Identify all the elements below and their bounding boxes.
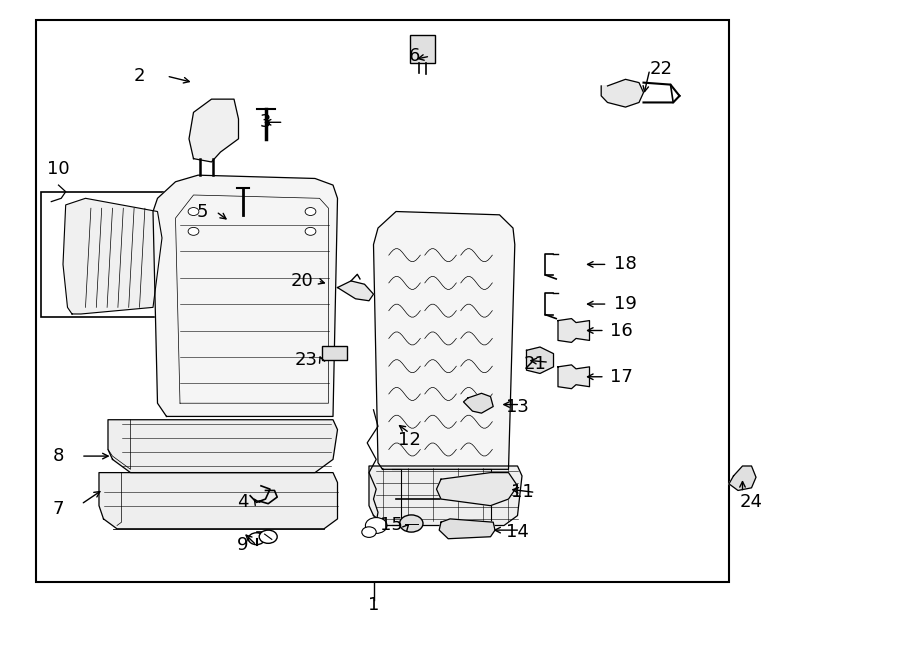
Polygon shape xyxy=(601,79,644,107)
Text: 6: 6 xyxy=(409,47,419,65)
Text: 5: 5 xyxy=(197,202,208,221)
Text: 4: 4 xyxy=(238,493,248,512)
Text: 19: 19 xyxy=(614,295,637,313)
Polygon shape xyxy=(338,281,374,301)
Text: 20: 20 xyxy=(290,272,313,290)
Circle shape xyxy=(305,227,316,235)
Polygon shape xyxy=(439,519,495,539)
Bar xyxy=(40,192,180,317)
Polygon shape xyxy=(464,393,493,413)
Text: 14: 14 xyxy=(506,523,529,541)
Polygon shape xyxy=(153,175,338,416)
Text: 22: 22 xyxy=(650,60,673,79)
Text: 11: 11 xyxy=(510,483,534,502)
Polygon shape xyxy=(436,473,518,506)
Text: 18: 18 xyxy=(614,255,637,274)
Text: 24: 24 xyxy=(740,493,763,512)
Polygon shape xyxy=(369,466,522,525)
Circle shape xyxy=(248,533,265,545)
Circle shape xyxy=(362,527,376,537)
Text: 3: 3 xyxy=(260,113,271,132)
Circle shape xyxy=(188,208,199,215)
Circle shape xyxy=(259,530,277,543)
Circle shape xyxy=(365,518,387,533)
Text: 1: 1 xyxy=(368,596,379,614)
Circle shape xyxy=(305,208,316,215)
Text: 21: 21 xyxy=(524,354,547,373)
Polygon shape xyxy=(374,212,515,469)
Text: 16: 16 xyxy=(609,321,633,340)
Polygon shape xyxy=(526,347,554,373)
Polygon shape xyxy=(558,365,590,389)
Text: 8: 8 xyxy=(53,447,64,465)
Text: 7: 7 xyxy=(53,500,64,518)
Text: 23: 23 xyxy=(294,351,318,369)
Text: 12: 12 xyxy=(398,430,421,449)
Text: 2: 2 xyxy=(134,67,145,85)
Text: 10: 10 xyxy=(47,159,70,178)
Bar xyxy=(36,20,729,582)
Polygon shape xyxy=(63,198,162,314)
Polygon shape xyxy=(189,99,239,162)
Polygon shape xyxy=(99,473,338,529)
Polygon shape xyxy=(558,319,590,342)
Circle shape xyxy=(400,515,423,532)
Polygon shape xyxy=(108,420,338,473)
Text: 9: 9 xyxy=(238,536,248,555)
Polygon shape xyxy=(729,466,756,490)
Text: 17: 17 xyxy=(609,368,633,386)
Text: 15: 15 xyxy=(380,516,403,535)
Bar xyxy=(322,346,347,360)
Text: 13: 13 xyxy=(506,397,529,416)
Circle shape xyxy=(188,227,199,235)
Bar xyxy=(410,35,435,63)
